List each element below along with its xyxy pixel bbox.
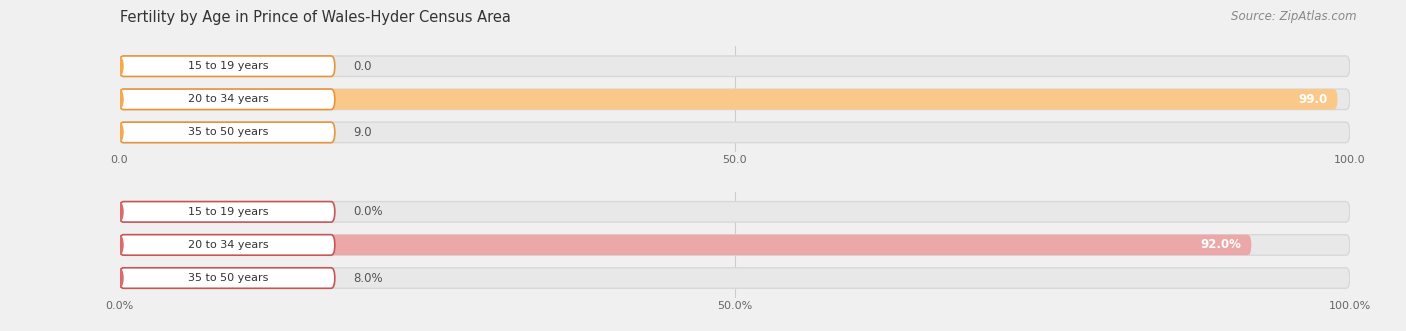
Circle shape: [117, 235, 122, 255]
Circle shape: [117, 268, 122, 288]
Circle shape: [117, 57, 122, 76]
Text: 99.0: 99.0: [1298, 93, 1327, 106]
Text: 15 to 19 years: 15 to 19 years: [188, 61, 269, 71]
Text: 8.0%: 8.0%: [353, 271, 382, 285]
Circle shape: [117, 123, 122, 142]
FancyBboxPatch shape: [120, 268, 335, 288]
FancyBboxPatch shape: [120, 56, 335, 76]
FancyBboxPatch shape: [120, 122, 231, 143]
FancyBboxPatch shape: [120, 268, 218, 288]
Circle shape: [117, 90, 122, 109]
Text: 0.0%: 0.0%: [353, 205, 382, 218]
FancyBboxPatch shape: [120, 122, 335, 143]
FancyBboxPatch shape: [120, 89, 335, 110]
FancyBboxPatch shape: [120, 89, 1337, 110]
FancyBboxPatch shape: [120, 202, 1350, 222]
FancyBboxPatch shape: [120, 202, 335, 222]
Text: Source: ZipAtlas.com: Source: ZipAtlas.com: [1232, 10, 1357, 23]
Text: 0.0: 0.0: [353, 60, 371, 73]
Circle shape: [117, 202, 122, 221]
FancyBboxPatch shape: [120, 89, 1350, 110]
Text: 35 to 50 years: 35 to 50 years: [188, 127, 269, 137]
FancyBboxPatch shape: [120, 235, 1350, 255]
Text: 20 to 34 years: 20 to 34 years: [188, 240, 269, 250]
FancyBboxPatch shape: [120, 122, 1350, 143]
FancyBboxPatch shape: [120, 235, 335, 255]
Text: 9.0: 9.0: [353, 126, 371, 139]
FancyBboxPatch shape: [120, 235, 1251, 255]
Text: Fertility by Age in Prince of Wales-Hyder Census Area: Fertility by Age in Prince of Wales-Hyde…: [120, 10, 510, 25]
FancyBboxPatch shape: [120, 268, 1350, 288]
Text: 35 to 50 years: 35 to 50 years: [188, 273, 269, 283]
Text: 15 to 19 years: 15 to 19 years: [188, 207, 269, 217]
Text: 92.0%: 92.0%: [1201, 238, 1241, 252]
FancyBboxPatch shape: [120, 56, 1350, 76]
Text: 20 to 34 years: 20 to 34 years: [188, 94, 269, 104]
